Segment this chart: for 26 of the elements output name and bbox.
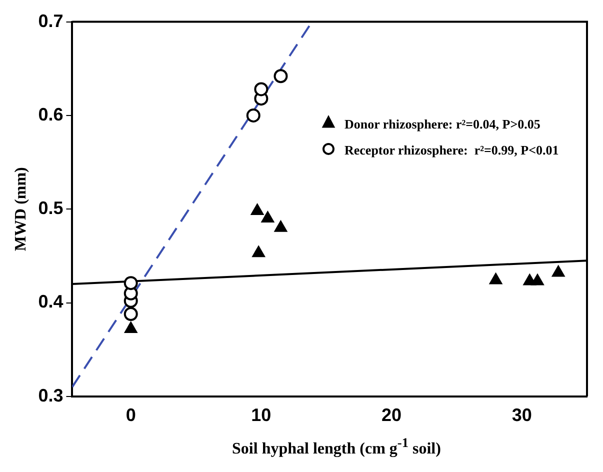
- x-tick-label: 0: [126, 405, 136, 426]
- y-tick-label: 0.6: [38, 104, 64, 124]
- point: [251, 204, 264, 215]
- point: [262, 211, 274, 222]
- point: [274, 69, 288, 84]
- y-axis-title: MWD (mm): [12, 167, 30, 252]
- point: [124, 276, 138, 290]
- point: [254, 82, 268, 96]
- x-tick-label: 20: [382, 405, 402, 426]
- point: [246, 108, 260, 122]
- point: [531, 274, 544, 286]
- point: [552, 266, 565, 277]
- point: [124, 322, 138, 333]
- y-tick-label: 0.7: [38, 10, 64, 31]
- x-tick-label: 10: [251, 405, 272, 426]
- point: [490, 273, 502, 284]
- y-tick-label: 0.3: [38, 385, 64, 406]
- y-tick-label: 0.4: [38, 292, 64, 312]
- legend-label: Receptor rhizosphere: r²=0.99, P<0.01: [344, 142, 559, 158]
- point: [274, 220, 287, 232]
- x-tick-label: 30: [512, 405, 532, 426]
- point: [252, 246, 265, 258]
- point: [124, 306, 138, 321]
- y-tick-label: 0.5: [38, 198, 64, 218]
- legend-label: Donor rhizosphere: r²=0.04, P>0.05: [344, 116, 541, 132]
- x-axis-title: Soil hyphal length (cm g$^{-1}$ soil): [231, 434, 442, 458]
